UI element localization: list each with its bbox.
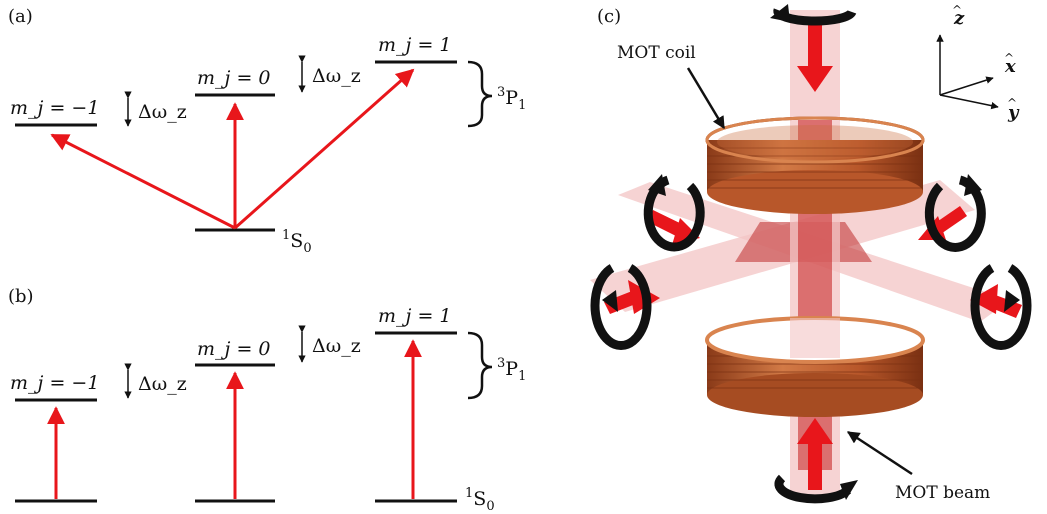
mot-coil-lower: [705, 316, 925, 417]
ground-state-label: 1S0: [465, 486, 495, 514]
label-mj-plus1: m_j = 1: [378, 305, 452, 327]
label-mj-minus1: m_j = −1: [10, 97, 99, 119]
polarization-arrow-upper-left: [643, 175, 705, 252]
mot-coil-label: MOT coil: [617, 43, 696, 63]
polarization-arrow-upper-right: [924, 175, 986, 252]
y-axis-label: y: [1007, 102, 1020, 123]
x-hat: ^: [1004, 51, 1014, 65]
y-hat: ^: [1007, 96, 1017, 110]
x-axis-label: x: [1004, 56, 1016, 77]
excited-manifold-brace: [467, 331, 493, 400]
transition-sigma-plus: [234, 68, 415, 230]
mot-coil-pointer: [686, 67, 726, 130]
beam-direction-arrows: [604, 20, 1022, 490]
excited-state-label: 3P1: [497, 85, 526, 113]
label-mj-plus1: m_j = 1: [378, 34, 452, 56]
coordinate-axes: z x y ^ ^ ^: [936, 3, 1020, 123]
excited-manifold-brace: [467, 60, 493, 128]
excited-state-label: 3P1: [497, 356, 526, 384]
splitting-label-left: Δω_z: [138, 373, 187, 395]
label-mj-0: m_j = 0: [197, 67, 271, 89]
splitting-label-right: Δω_z: [312, 335, 361, 357]
x-axis: [939, 76, 994, 96]
ground-state-label: 1S0: [282, 228, 312, 256]
panel-c-label: (c): [597, 6, 621, 27]
polarization-arrows: [590, 8, 1032, 504]
polarization-arrowheads: [602, 4, 1020, 500]
mot-coil-upper: [705, 116, 925, 214]
polarization-arrow-lower-right: [970, 264, 1032, 350]
y-axis: [939, 94, 999, 110]
label-mj-minus1: m_j = −1: [10, 372, 99, 394]
panel-b: (b) m_j = −1 m_j = 0 m_j = 1 Δω_z Δω_z 1…: [8, 286, 526, 514]
panel-a: (a) m_j = −1 m_j = 0 m_j = 1 Δω_z Δω_z 1…: [8, 6, 526, 256]
mot-beam-pointer: [846, 430, 913, 476]
transition-sigma-minus: [50, 133, 236, 230]
mot-beam-through-coil: [790, 318, 840, 358]
z-hat: ^: [952, 3, 962, 17]
z-axis-label: z: [953, 8, 965, 29]
panel-c: (c): [590, 3, 1032, 504]
polarization-arrow-bottom: [774, 474, 852, 504]
splitting-label-left: Δω_z: [138, 101, 187, 123]
panel-b-label: (b): [8, 286, 34, 307]
label-mj-0: m_j = 0: [197, 338, 271, 360]
panel-a-label: (a): [8, 6, 33, 27]
splitting-label-right: Δω_z: [312, 65, 361, 87]
polarization-arrow-lower-left: [590, 264, 652, 350]
mot-beam-label: MOT beam: [895, 483, 990, 503]
